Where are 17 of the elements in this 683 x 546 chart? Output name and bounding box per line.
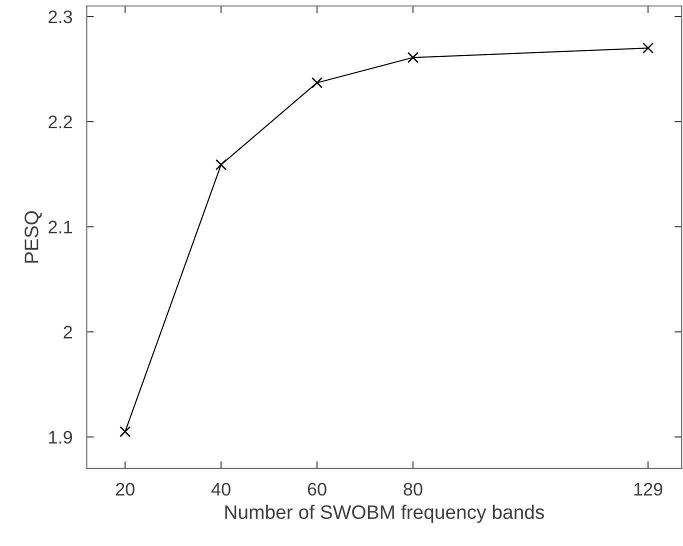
y-tick-label: 2.3 (48, 10, 72, 24)
x-axis-title: Number of SWOBM frequency bands (225, 504, 544, 523)
point (311, 77, 323, 88)
x-tick-label: 40 (211, 482, 230, 496)
point (216, 159, 227, 170)
point (407, 52, 419, 64)
y-tick-label: 2 (64, 326, 72, 338)
point (642, 42, 654, 54)
x-tick-label: 129 (634, 482, 662, 496)
y-axis-title: PESQ (24, 211, 42, 263)
y-tick-label: 2.1 (48, 220, 72, 234)
x-tick-label: 20 (116, 482, 134, 496)
y-tick-label: 1.9 (49, 430, 72, 444)
x-tick-label: 80 (404, 482, 422, 496)
point (120, 426, 131, 438)
x-tick-label: 60 (308, 482, 326, 496)
y-tick-label: 2.2 (48, 116, 72, 128)
